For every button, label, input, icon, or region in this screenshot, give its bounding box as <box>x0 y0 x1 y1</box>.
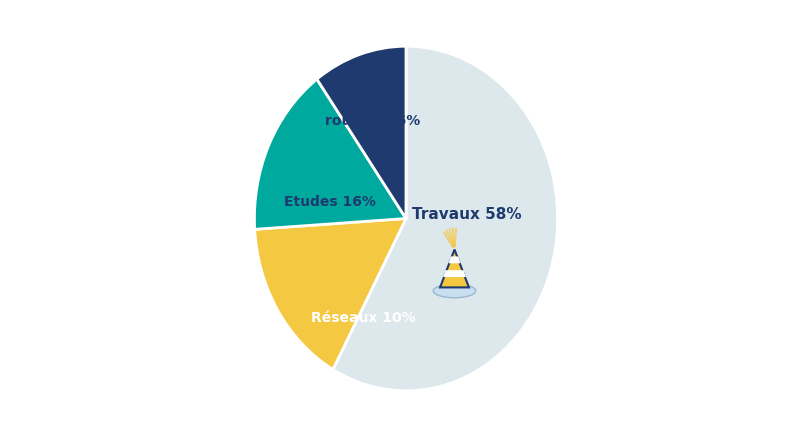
Wedge shape <box>254 80 406 230</box>
Text: Travaux 58%: Travaux 58% <box>411 206 521 221</box>
Text: Réseaux 10%: Réseaux 10% <box>311 310 415 324</box>
Wedge shape <box>333 47 557 391</box>
Wedge shape <box>255 219 406 370</box>
Polygon shape <box>440 250 468 288</box>
Wedge shape <box>316 47 406 219</box>
Polygon shape <box>443 271 466 277</box>
Text: Matériel
roulant 16%: Matériel roulant 16% <box>324 97 420 127</box>
Text: Etudes 16%: Etudes 16% <box>284 195 375 209</box>
Ellipse shape <box>433 284 475 298</box>
Polygon shape <box>448 257 460 264</box>
